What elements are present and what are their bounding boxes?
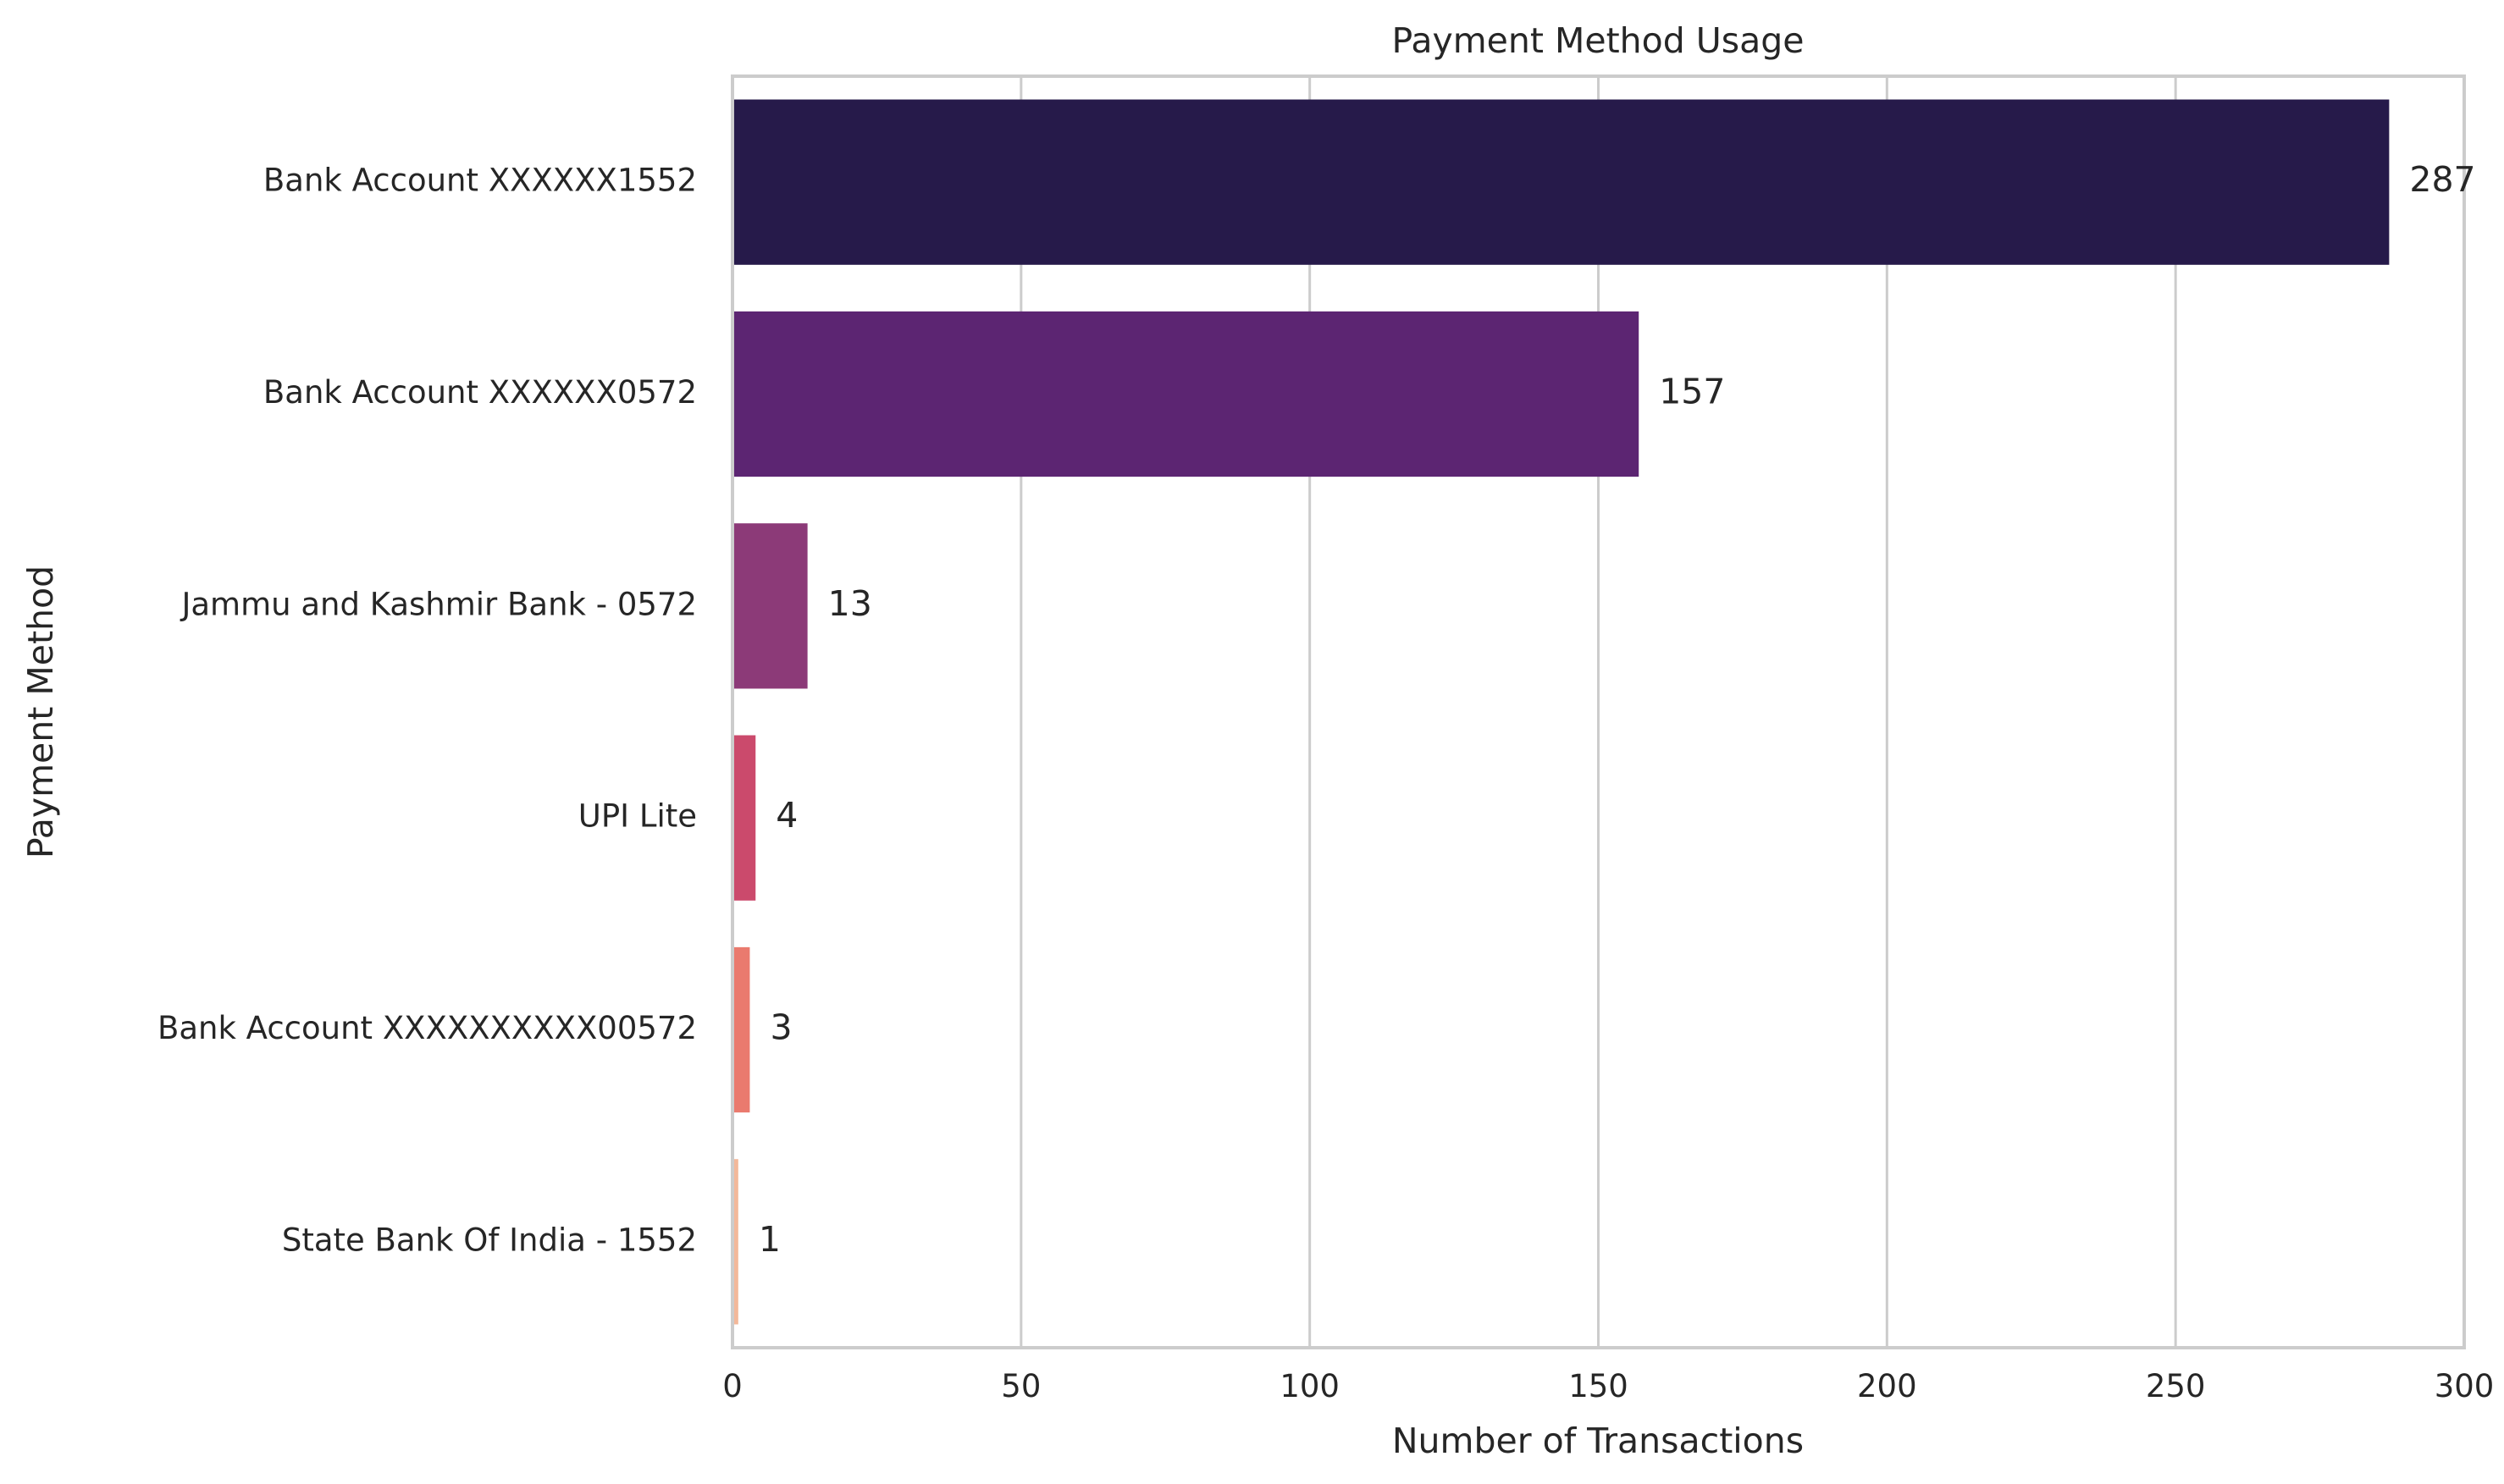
y-tick-label: State Bank Of India - 1552 <box>282 1222 697 1258</box>
y-tick-label: UPI Lite <box>578 798 697 835</box>
x-tick-label: 0 <box>722 1368 743 1404</box>
data-label: 157 <box>1659 372 1725 412</box>
bar <box>732 523 808 689</box>
bar <box>732 735 756 901</box>
data-label: 13 <box>828 583 872 624</box>
x-tick-label: 200 <box>1857 1368 1917 1404</box>
data-labels: 287 157 13 4 3 1 <box>759 159 2476 1260</box>
bar <box>732 99 2390 265</box>
data-label: 287 <box>2409 159 2475 200</box>
data-label: 1 <box>759 1219 781 1260</box>
x-tick-label: 50 <box>1001 1368 1041 1404</box>
y-tick-label: Bank Account XXXXXX1552 <box>263 163 697 199</box>
y-tick-label: Jammu and Kashmir Bank - 0572 <box>180 586 697 622</box>
bar <box>732 1159 738 1325</box>
chart-title: Payment Method Usage <box>1391 20 1804 61</box>
plot-frame <box>731 74 2466 1349</box>
bar <box>732 311 1639 477</box>
x-axis-label: Number of Transactions <box>1392 1421 1804 1461</box>
y-tick-label: Bank Account XXXXXXXXXX00572 <box>158 1010 697 1046</box>
bars <box>732 99 2390 1325</box>
bar <box>732 946 750 1113</box>
x-tick-label: 250 <box>2146 1368 2206 1404</box>
x-tick-label: 300 <box>2435 1368 2495 1404</box>
x-tick-label: 150 <box>1568 1368 1628 1404</box>
y-tick-labels: Bank Account XXXXXX1552 Bank Account XXXX… <box>158 163 697 1259</box>
data-label: 4 <box>776 795 798 836</box>
y-axis-label: Payment Method <box>20 565 61 858</box>
x-tick-label: 100 <box>1280 1368 1340 1404</box>
x-tick-labels: 0 50 100 150 200 250 300 <box>722 1368 2494 1404</box>
y-tick-label: Bank Account XXXXXX0572 <box>263 374 697 411</box>
data-label: 3 <box>770 1007 792 1048</box>
